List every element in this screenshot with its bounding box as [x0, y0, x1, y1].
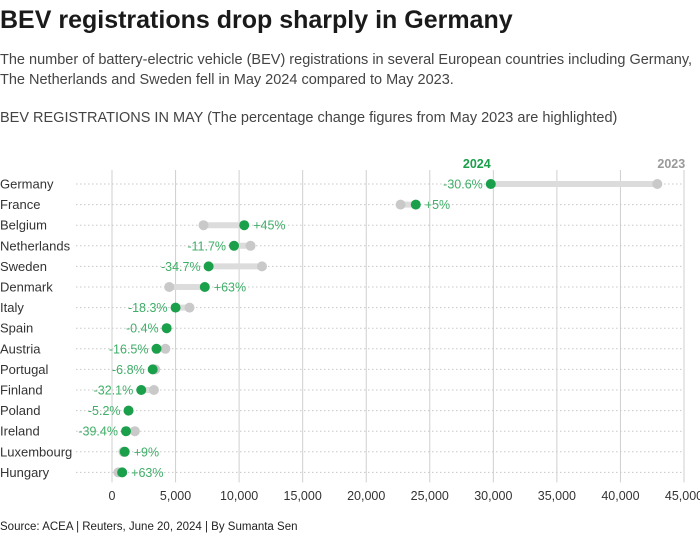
dot-2023: [395, 199, 406, 210]
dot-2023: [198, 220, 209, 231]
change-label: +63%: [131, 466, 163, 480]
dot-2024: [120, 426, 131, 437]
dot-2024: [136, 385, 147, 395]
chart-title: BEV registrations drop sharply in German…: [0, 6, 513, 34]
source-note: Source: ACEA | Reuters, June 20, 2024 | …: [0, 521, 298, 533]
dot-2024: [170, 302, 181, 313]
change-label: -0.4%: [126, 322, 159, 336]
dot-2024: [161, 323, 172, 334]
dot-2024: [199, 282, 210, 292]
x-tick-label: 45,000: [665, 489, 700, 503]
x-tick-label: 40,000: [601, 489, 639, 503]
change-label: +45%: [253, 219, 285, 233]
change-label: -34.7%: [161, 260, 201, 274]
change-label: +5%: [425, 198, 450, 212]
category-label: Netherlands: [0, 238, 71, 253]
category-label: Germany: [0, 177, 54, 192]
dot-2023: [652, 179, 663, 189]
category-label: Hungary: [0, 465, 50, 480]
x-tick-label: 5,000: [160, 489, 191, 503]
dot-2023: [160, 343, 171, 354]
x-tick-label: 20,000: [347, 489, 385, 503]
dot-2023: [184, 302, 195, 313]
dot-2023: [129, 426, 140, 437]
category-label: Ireland: [0, 424, 40, 439]
chart-label: BEV REGISTRATIONS IN MAY (The percentage…: [0, 110, 618, 126]
series-label-2023: 2023: [657, 157, 685, 171]
dot-2024: [239, 220, 250, 231]
category-label: France: [0, 197, 40, 212]
x-tick-label: 0: [109, 489, 116, 503]
change-label: +9%: [134, 445, 159, 459]
change-label: -16.5%: [109, 342, 149, 356]
change-label: -39.4%: [78, 425, 118, 439]
chart-subtitle: The number of battery-electric vehicle (…: [0, 52, 693, 88]
category-label: Poland: [0, 403, 40, 418]
dot-2024: [117, 467, 128, 478]
dot-2024: [123, 405, 134, 416]
dot-2023: [256, 261, 267, 272]
x-tick-label: 15,000: [284, 489, 322, 503]
dot-2024: [119, 446, 130, 457]
change-label: -32.1%: [94, 384, 134, 398]
category-label: Sweden: [0, 259, 47, 274]
dot-2024: [147, 364, 158, 375]
dot-2023: [164, 282, 175, 292]
category-label: Austria: [0, 341, 41, 356]
series-label-2024: 2024: [463, 157, 491, 171]
category-label: Portugal: [0, 362, 49, 377]
x-tick-label: 10,000: [220, 489, 258, 503]
change-label: -18.3%: [128, 301, 168, 315]
change-label: -30.6%: [443, 178, 483, 192]
category-label: Finland: [0, 383, 43, 398]
change-label: +63%: [214, 281, 246, 295]
change-label: -5.2%: [88, 404, 121, 418]
change-label: -11.7%: [187, 239, 226, 253]
dot-2024: [485, 179, 496, 189]
dot-2023: [245, 240, 256, 251]
category-label: Italy: [0, 300, 24, 315]
x-tick-label: 30,000: [474, 489, 512, 503]
change-label: -6.8%: [112, 363, 145, 377]
category-label: Luxembourg: [0, 444, 72, 459]
dot-2024: [410, 199, 421, 210]
category-label: Denmark: [0, 280, 53, 295]
x-tick-label: 25,000: [411, 489, 449, 503]
dot-2023: [148, 385, 159, 395]
dot-2024: [229, 240, 240, 251]
x-tick-label: 35,000: [538, 489, 576, 503]
dot-2024: [151, 343, 162, 354]
category-label: Belgium: [0, 218, 47, 233]
category-label: Spain: [0, 321, 33, 336]
dot-2024: [203, 261, 214, 272]
